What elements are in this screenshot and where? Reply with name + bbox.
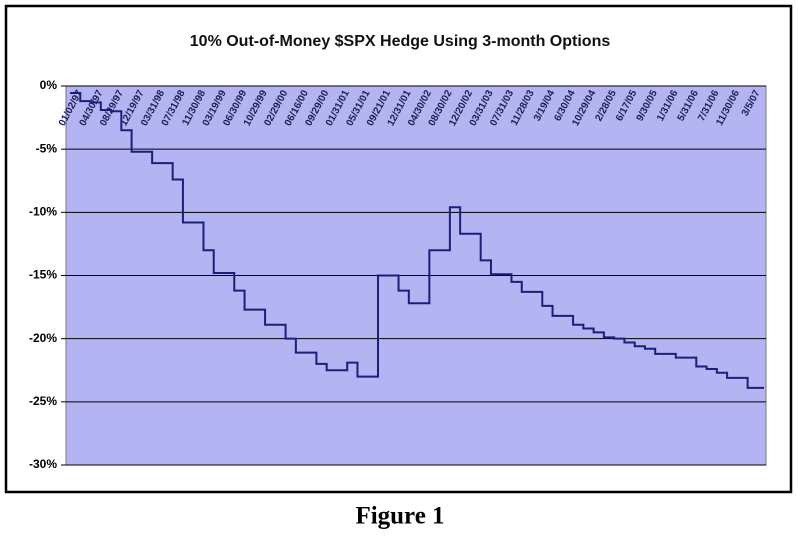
y-tick-label: -20% (29, 331, 57, 345)
figure-caption: Figure 1 (355, 503, 444, 530)
series-line (70, 91, 764, 389)
y-tick-label: -15% (29, 268, 57, 282)
chart-title: 10% Out-of-Money $SPX Hedge Using 3-mont… (190, 33, 611, 50)
y-tick-label: -25% (29, 394, 57, 408)
y-tick-label: -5% (36, 141, 58, 155)
y-tick-label: -30% (29, 457, 57, 471)
y-tick-label: 0% (40, 78, 58, 92)
y-tick-label: -10% (29, 205, 57, 219)
